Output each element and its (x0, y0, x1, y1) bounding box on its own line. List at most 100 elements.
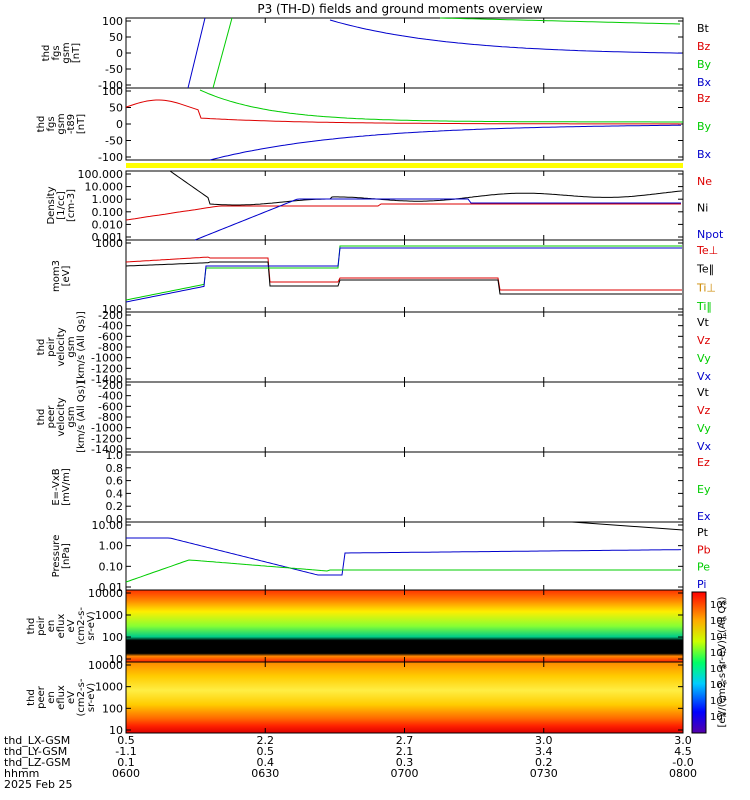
panel-frame (125, 17, 684, 89)
footer-row-label: thd_LZ-GSM (4, 756, 71, 769)
ti-par-curve (125, 245, 682, 301)
y-tick-label: 0.100 (92, 206, 124, 219)
legend-Ni: Ni (697, 202, 708, 215)
y-tick-label: 0.001 (92, 231, 124, 244)
panel-efield: 1.00.80.60.40.20.0 E=-VxB [mV/m] Ez Ey Ex (51, 449, 711, 526)
y-axis-label: [cm-3] (66, 189, 77, 222)
peir-spec-spectrogram (126, 590, 683, 662)
flag-bar (126, 163, 683, 168)
y-axis-label: gsm (66, 406, 77, 427)
y-axis-label: [1/cc] (56, 191, 67, 220)
y-axis-label: [nT] (71, 43, 82, 63)
panel-frame (125, 381, 684, 453)
by-curve (212, 17, 233, 89)
footer-value: 0.5 (117, 734, 135, 747)
colorbar-tick: 10⁶ (710, 680, 727, 691)
panel-peir-vel: -200-400-600-800-1000-1200-1400 thd peir ve… (36, 309, 712, 386)
y-axis-label: en (46, 691, 57, 704)
y-tick-label: 0 (116, 47, 123, 60)
y-tick-label: 10 (109, 724, 123, 737)
y-axis-label: thd (41, 45, 52, 62)
y-tick-label: 10 (109, 653, 123, 666)
footer-value: -0.0 (672, 756, 693, 769)
y-tick-label: -600 (98, 330, 123, 343)
panel-fgs: 100 50 0 -50 -100 thd fgs gsm [nT] Bt Bz By Bx (41, 15, 712, 92)
y-tick-label: 100 (102, 303, 123, 316)
panel-fgs-dsl: 100 50 0 -50 -100 thd fgs gsm -t89 [nT] Bz By Bx (36, 85, 712, 164)
y-tick-label: -50 (105, 135, 123, 148)
y-tick-label: -1000 (91, 352, 123, 365)
y-axis-label: peir (36, 615, 47, 635)
y-tick-label: 1.000 (92, 193, 124, 206)
legend-Te⊥: Te⊥ (696, 244, 718, 257)
te-perp-curve (125, 256, 682, 291)
y-axis-label: eV (66, 691, 77, 704)
y-axis-label: eflux (56, 685, 67, 710)
colorbar-label: [eV/(cm2-s-sr-eV)] (All Qs) (717, 596, 728, 727)
panel-peer-spec: 10000 1000 100 10 thd peer en eflux eV (cm2-s-sr-… (26, 659, 684, 737)
pe-curve (125, 559, 681, 583)
footer-value: 4.5 (674, 745, 692, 758)
y-axis-label: gsm (66, 336, 77, 357)
legend-Vx: Vx (697, 370, 712, 383)
chart-title: P3 (TH-D) fields and ground moments over… (257, 2, 542, 16)
y-axis-label: [mV/m] (61, 468, 72, 506)
legend-Pb: Pb (697, 543, 711, 556)
colorbar (691, 591, 707, 734)
y-tick-label: 100 (102, 631, 123, 644)
bx-curve (187, 17, 206, 89)
y-axis-label: fgs (46, 116, 57, 131)
footer-value: 0730 (530, 767, 558, 780)
legend-Vy: Vy (697, 422, 711, 435)
bx-curve-2 (209, 124, 682, 161)
y-tick-label: 0.4 (106, 487, 124, 500)
y-axis-label: en (46, 620, 57, 633)
y-axis-label: sr-eV) (86, 611, 97, 640)
bz-curve-2 (125, 99, 682, 125)
te-par-curve (125, 261, 682, 295)
y-axis-label: peer (46, 405, 57, 429)
y-tick-label: -200 (98, 379, 123, 392)
y-axis-label: [km/s (All Qs)] (76, 381, 87, 453)
bx-curve-decay (329, 19, 682, 54)
y-tick-label: 1000 (95, 237, 123, 250)
panel-frame (125, 451, 684, 523)
footer-value: 3.4 (535, 745, 553, 758)
legend-Vz: Vz (697, 404, 711, 417)
y-axis-label: thd (36, 116, 47, 133)
panel-frame (125, 239, 684, 313)
footer-value: 0700 (391, 767, 419, 780)
y-axis-label: Density (46, 186, 57, 224)
y-tick-label: -200 (98, 309, 123, 322)
legend-Ti‖: Ti‖ (696, 300, 712, 313)
panel-pressure: 10.00 1.00 0.10 0.01 Pressure [nPa] Pt Pb Pe Pi (51, 519, 711, 594)
y-tick-label: 100 (102, 702, 123, 715)
footer-date: 2025 Feb 25 (4, 778, 72, 791)
y-axis-label: fgs (51, 45, 62, 60)
y-axis-label: peir (46, 336, 57, 356)
y-tick-label: -600 (98, 400, 123, 413)
y-tick-label: -800 (98, 411, 123, 424)
footer-value: 3.0 (674, 734, 692, 747)
ne-curve (125, 203, 681, 221)
y-tick-label: 1.00 (99, 540, 124, 553)
y-axis-label: -t89 (66, 114, 77, 134)
y-tick-label: -1000 (91, 422, 123, 435)
legend-Bz: Bz (697, 92, 711, 105)
legend-Bt: Bt (697, 22, 710, 35)
y-tick-label: 10.000 (85, 181, 124, 194)
legend-Vy: Vy (697, 352, 711, 365)
footer-value: 0.1 (117, 756, 135, 769)
y-tick-label: 0.010 (92, 218, 124, 231)
footer-value: 0800 (669, 767, 697, 780)
y-tick-label: 10000 (88, 587, 123, 600)
colorbar-tick: 10² (710, 712, 727, 723)
y-axis-label: Pressure (51, 535, 62, 578)
legend-Ex: Ex (697, 510, 711, 523)
legend-Pe: Pe (697, 561, 710, 574)
y-tick-label: -50 (105, 63, 123, 76)
footer-value: 2.2 (257, 734, 275, 747)
